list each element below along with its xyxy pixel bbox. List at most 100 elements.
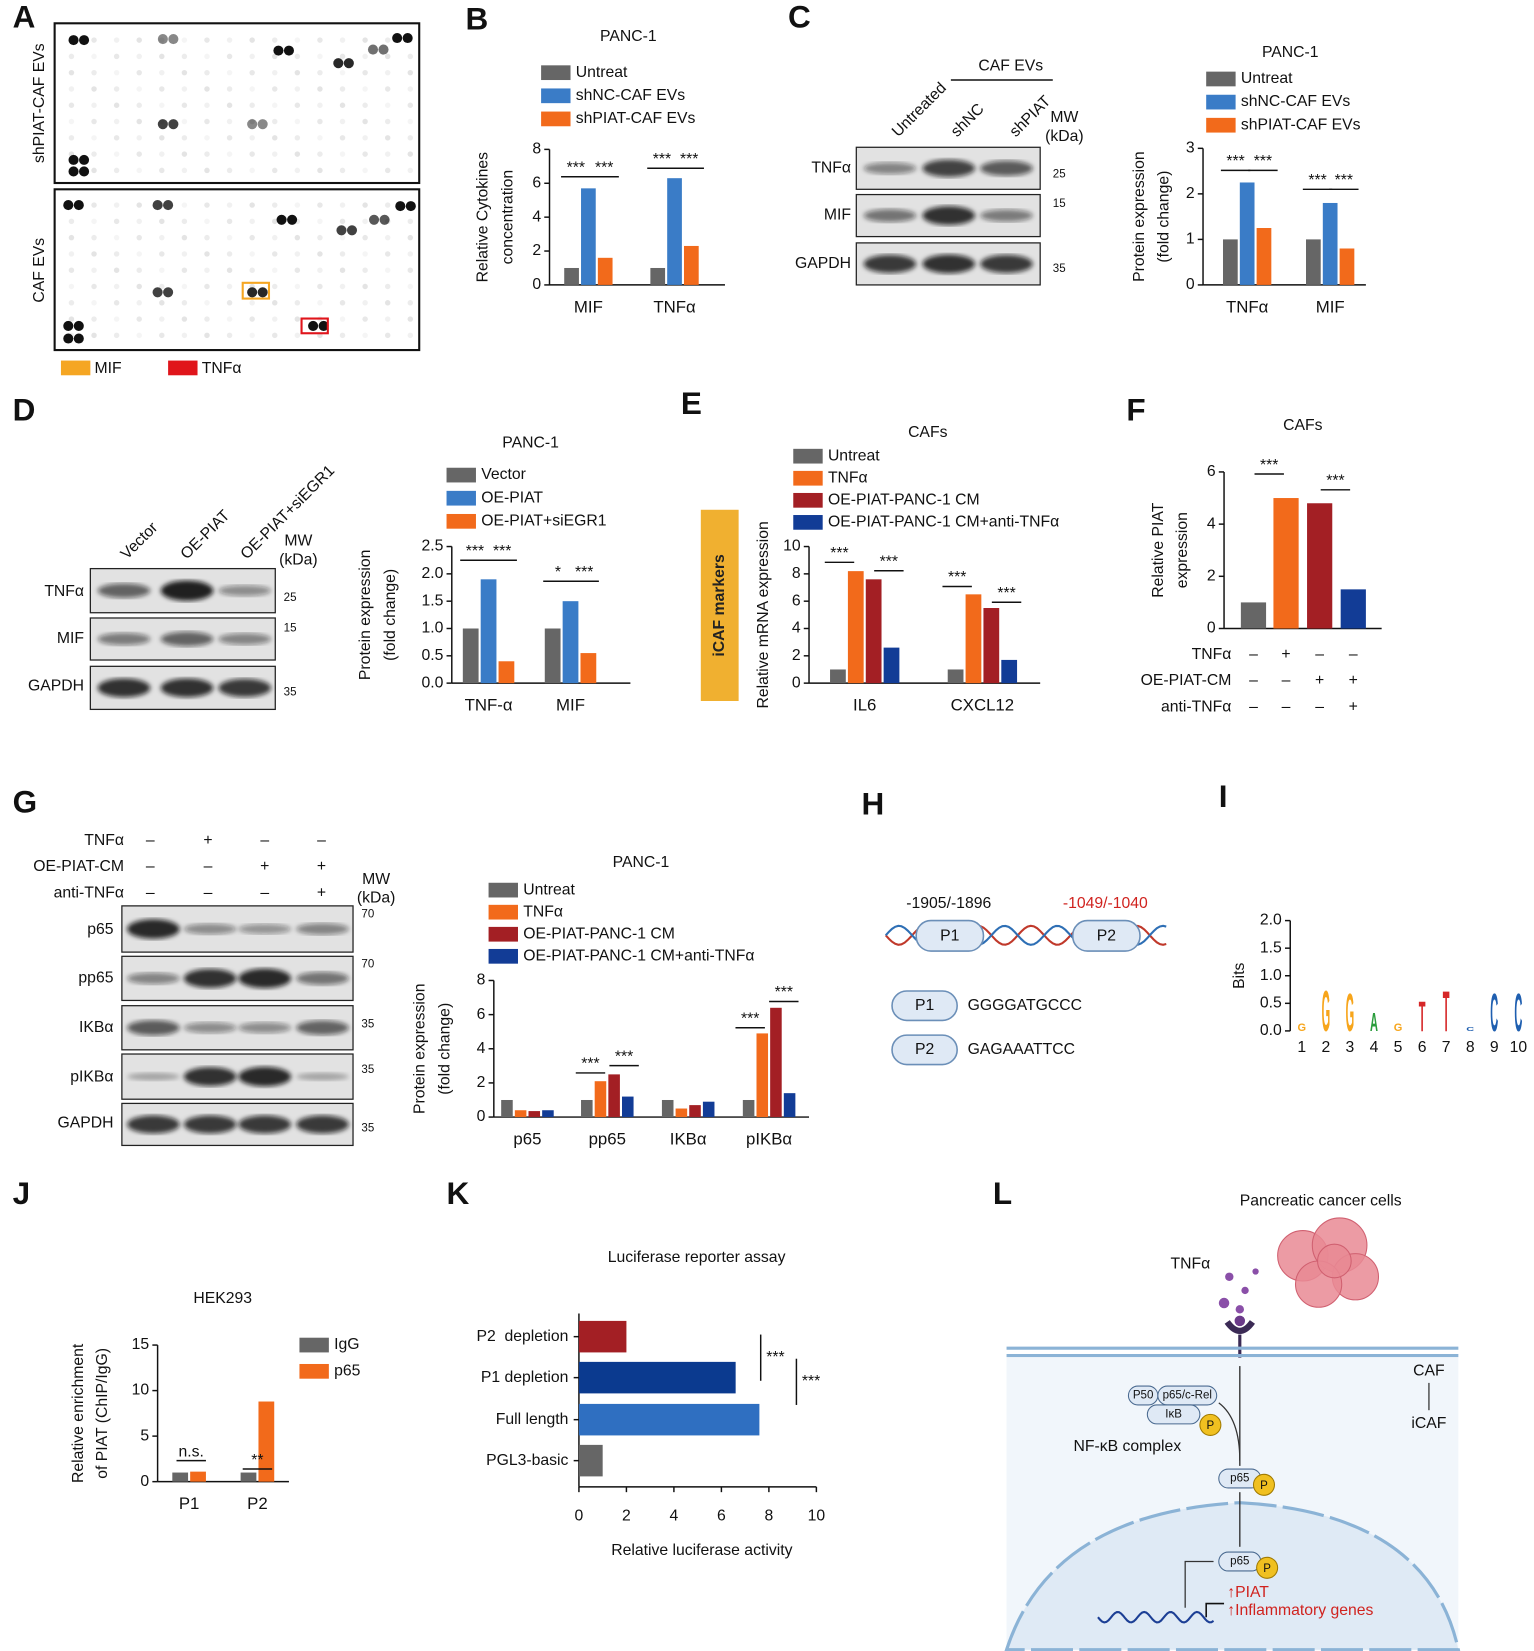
mw-label: MW (1050, 109, 1078, 126)
faint-dot (136, 234, 142, 241)
y-tick-label: 3 (1186, 139, 1195, 156)
legend-swatch (488, 882, 518, 898)
x-tick-label: 2 (1321, 1039, 1330, 1056)
bar (172, 1472, 189, 1482)
faint-dot (226, 267, 233, 273)
band (97, 632, 151, 646)
faint-dot (272, 151, 278, 157)
faint-dot (91, 118, 97, 125)
panel-letter: E (681, 385, 702, 421)
faint-dot (339, 300, 346, 306)
condition-sign: – (1249, 698, 1258, 715)
faint-dot (362, 332, 368, 339)
band (922, 159, 976, 177)
faint-dot (272, 118, 278, 125)
legend-label: p65 (334, 1362, 361, 1379)
band (980, 209, 1033, 222)
y-tick-label: 0 (477, 1108, 486, 1125)
annotation: *** (615, 1048, 633, 1065)
condition-sign: + (260, 858, 269, 875)
faint-dot (159, 135, 165, 141)
y-tick-label: 2.5 (421, 538, 443, 555)
dot (333, 58, 344, 69)
x-tick-label: 10 (808, 1507, 826, 1524)
seq-name: P1 (915, 997, 934, 1014)
condition-sign: + (203, 832, 212, 849)
x-tick-label: 4 (1370, 1039, 1379, 1056)
logo-letter: G (1394, 1022, 1403, 1034)
faint-dot (181, 251, 188, 257)
faint-dot (91, 234, 97, 241)
faint-dot (226, 102, 233, 108)
bar (702, 1101, 715, 1118)
faint-dot (384, 332, 391, 339)
faint-dot (91, 267, 97, 273)
legend-swatch (1206, 71, 1236, 87)
y-tick-label: 6 (792, 592, 801, 609)
y-tick-label: 5 (140, 1427, 149, 1444)
faint-dot (226, 202, 233, 208)
dot (79, 166, 90, 177)
y-tick-label: 1.5 (421, 592, 443, 609)
dot (257, 287, 268, 298)
faint-dot (181, 69, 188, 76)
faint-dot (159, 53, 165, 60)
faint-dot (181, 53, 188, 60)
legend-swatch (793, 515, 823, 530)
arrow (1184, 1560, 1214, 1608)
mw-label: (kDa) (279, 551, 318, 568)
dot (405, 201, 416, 212)
faint-dot (294, 102, 301, 108)
y-tick-label: 0 (1207, 620, 1216, 637)
condition-label: anti-TNFα (1161, 698, 1231, 715)
faint-dot (339, 151, 346, 157)
dot (343, 58, 354, 69)
faint-dot (68, 283, 75, 290)
faint-dot (339, 316, 346, 322)
annotation: n.s. (179, 1443, 204, 1460)
bar (1222, 239, 1238, 285)
faint-dot (91, 218, 97, 225)
bar (1273, 498, 1299, 629)
condition-sign: – (204, 858, 213, 875)
legend-label: Untreat (576, 64, 628, 81)
chart-title: PANC-1 (1262, 44, 1319, 61)
dot (273, 45, 284, 56)
bar (581, 1099, 593, 1118)
row-label: p65 (87, 921, 114, 938)
dot (157, 34, 168, 45)
faint-dot (204, 53, 210, 60)
faint-dot (362, 251, 368, 257)
mw-marker: 25 (284, 592, 297, 604)
faint-dot (317, 202, 323, 208)
annotation: *** (802, 1373, 820, 1390)
condition-sign: – (260, 884, 269, 901)
condition-sign: – (260, 832, 269, 849)
legend-swatch (299, 1363, 329, 1379)
faint-dot (181, 37, 188, 43)
logo-letter: T (1419, 993, 1426, 1041)
legend-swatch (299, 1337, 329, 1353)
y-tick-label: 0 (792, 674, 801, 691)
bar (594, 1081, 607, 1118)
faint-dot (249, 202, 255, 208)
dot (152, 200, 163, 211)
tss-arrow (1205, 1602, 1225, 1618)
faint-dot (249, 267, 255, 273)
bar (542, 1110, 554, 1118)
mw-label: MW (284, 532, 312, 549)
panel-letter: D (13, 391, 36, 427)
logo-letter: G (1346, 984, 1355, 1044)
faint-dot (204, 167, 210, 174)
y-axis-label: Protein expression (411, 984, 428, 1114)
panel-letter: L (993, 1175, 1012, 1211)
blot-label: shPIAT-CAF EVs (31, 43, 48, 163)
bar (742, 1099, 755, 1118)
faint-dot (362, 167, 368, 174)
faint-dot (317, 135, 323, 141)
faint-dot (249, 332, 255, 339)
annotation: ** (251, 1452, 263, 1469)
bar (650, 267, 666, 285)
faint-dot (226, 69, 233, 76)
band (296, 923, 349, 935)
